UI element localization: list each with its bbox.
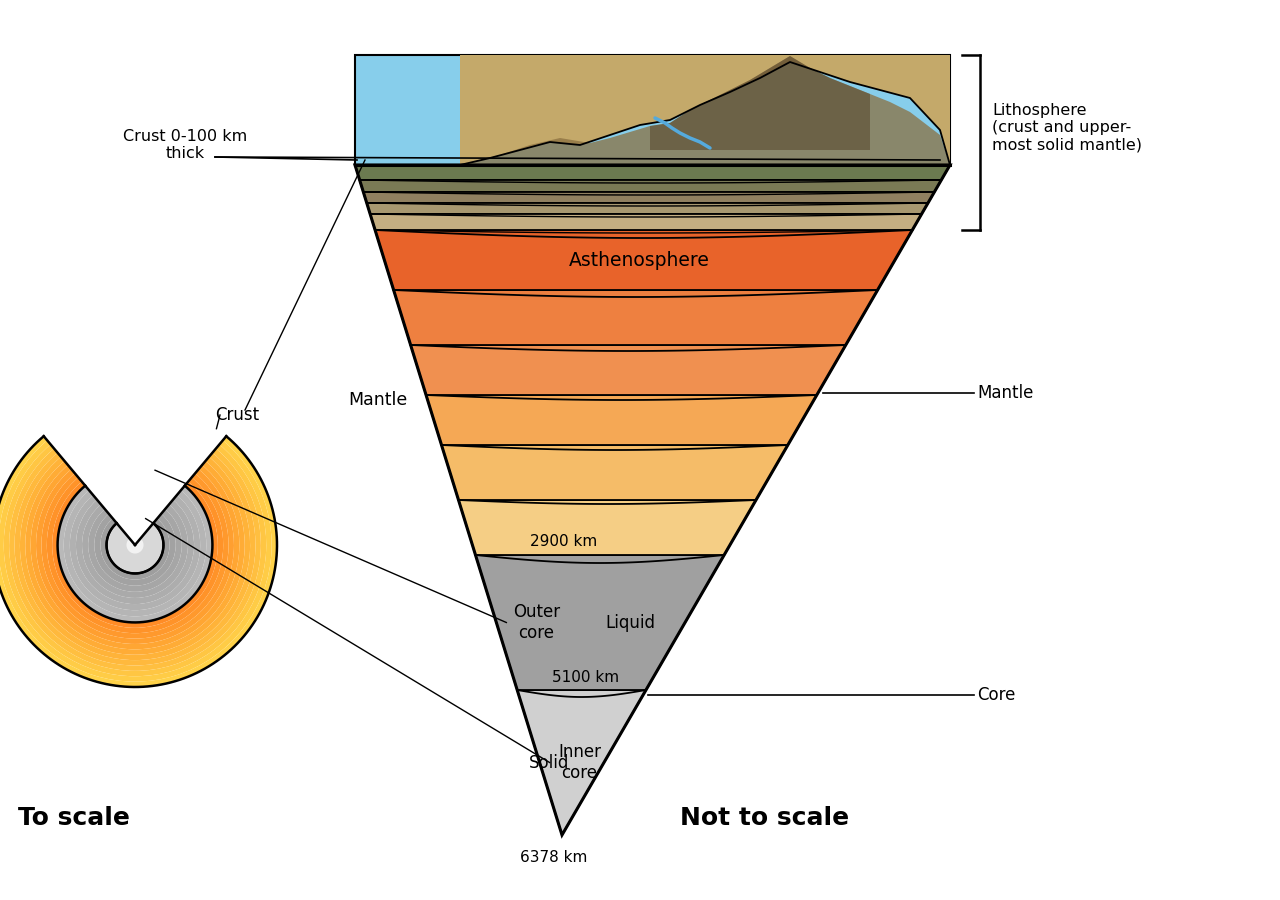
Text: Solid: Solid <box>529 753 570 771</box>
Polygon shape <box>426 395 817 445</box>
Text: Mantle: Mantle <box>977 383 1033 401</box>
Text: 6378 km: 6378 km <box>520 850 588 865</box>
Polygon shape <box>364 192 934 203</box>
Text: Mantle: Mantle <box>348 391 407 409</box>
Wedge shape <box>0 436 276 687</box>
Text: Liquid: Liquid <box>605 614 655 632</box>
Polygon shape <box>355 55 950 165</box>
Wedge shape <box>95 514 175 586</box>
Wedge shape <box>41 473 229 639</box>
Wedge shape <box>52 482 218 628</box>
Wedge shape <box>127 538 143 554</box>
Wedge shape <box>76 500 195 604</box>
Polygon shape <box>375 230 913 290</box>
Wedge shape <box>36 469 234 644</box>
Text: Lithosphere
(crust and upper-
most solid mantle): Lithosphere (crust and upper- most solid… <box>992 103 1142 152</box>
Wedge shape <box>20 457 250 660</box>
Wedge shape <box>4 445 266 676</box>
Text: Core: Core <box>977 686 1015 704</box>
Text: Not to scale: Not to scale <box>680 806 849 830</box>
Polygon shape <box>411 345 846 395</box>
Polygon shape <box>460 55 950 165</box>
Polygon shape <box>458 500 756 555</box>
Wedge shape <box>82 504 188 598</box>
Wedge shape <box>88 509 182 592</box>
Wedge shape <box>0 440 271 681</box>
Polygon shape <box>355 165 950 180</box>
Wedge shape <box>31 465 239 649</box>
Wedge shape <box>70 495 200 610</box>
Polygon shape <box>442 445 788 500</box>
Wedge shape <box>9 448 261 670</box>
Wedge shape <box>26 461 244 654</box>
Polygon shape <box>360 180 941 192</box>
Polygon shape <box>517 690 646 835</box>
Wedge shape <box>58 486 212 623</box>
Polygon shape <box>460 56 950 165</box>
Polygon shape <box>370 214 922 230</box>
Wedge shape <box>14 453 256 665</box>
Text: 5100 km: 5100 km <box>552 670 620 686</box>
Text: Inner
core: Inner core <box>558 743 602 782</box>
Polygon shape <box>367 203 928 214</box>
Polygon shape <box>475 555 724 690</box>
Text: Asthenosphere: Asthenosphere <box>570 250 710 269</box>
Polygon shape <box>394 290 878 345</box>
Wedge shape <box>106 523 164 573</box>
Wedge shape <box>47 477 223 634</box>
Text: Crust 0-100 km
thick: Crust 0-100 km thick <box>123 129 247 161</box>
Text: 2900 km: 2900 km <box>530 535 598 550</box>
Text: To scale: To scale <box>18 806 129 830</box>
Text: Outer
core: Outer core <box>513 603 559 642</box>
Wedge shape <box>100 518 169 580</box>
Wedge shape <box>64 491 206 617</box>
Polygon shape <box>650 56 870 150</box>
Text: Crust: Crust <box>215 406 259 424</box>
